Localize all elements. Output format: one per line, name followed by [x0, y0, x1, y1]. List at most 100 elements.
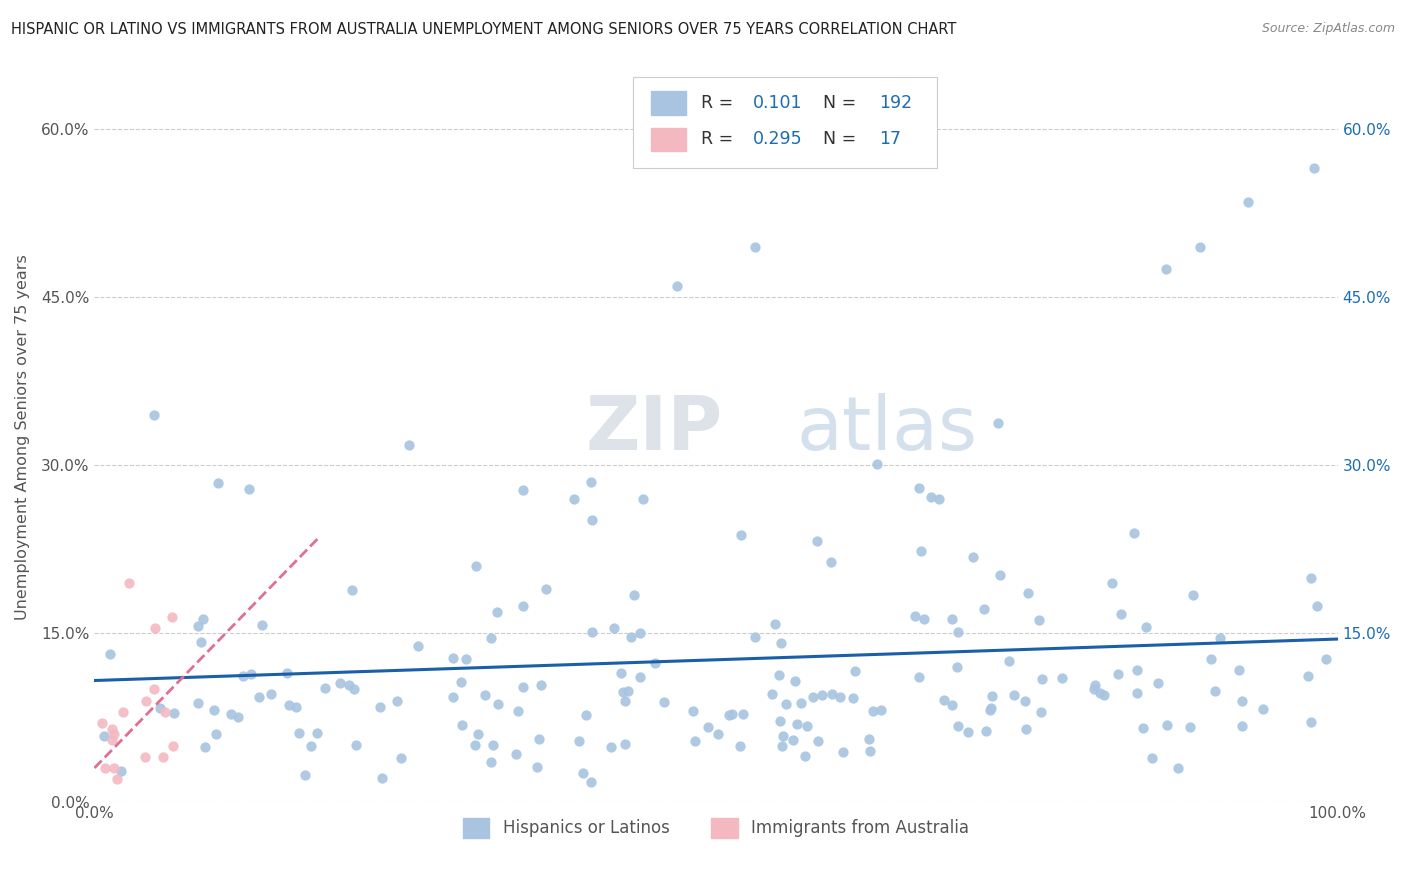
- Point: [98, 647, 121, 661]
- Point: [600, 740, 623, 755]
- Point: [631, 491, 654, 506]
- Point: [579, 475, 602, 489]
- Point: [612, 684, 634, 698]
- Point: [575, 707, 598, 722]
- Point: [343, 682, 366, 697]
- Point: [1101, 575, 1123, 590]
- Point: [806, 533, 828, 548]
- Point: [194, 740, 217, 755]
- Point: [665, 279, 688, 293]
- Point: [1122, 526, 1144, 541]
- Point: [998, 654, 1021, 668]
- Point: [101, 733, 124, 747]
- Point: [342, 583, 364, 598]
- Point: [581, 513, 603, 527]
- Point: [828, 690, 851, 704]
- Point: [1125, 686, 1147, 700]
- Point: [226, 709, 249, 723]
- Point: [486, 697, 509, 711]
- Point: [904, 609, 927, 624]
- Point: [1209, 631, 1232, 645]
- Point: [562, 491, 585, 506]
- Point: [299, 739, 322, 754]
- Point: [368, 699, 391, 714]
- Point: [344, 738, 367, 752]
- Point: [770, 739, 793, 753]
- Point: [105, 772, 128, 786]
- Point: [941, 698, 963, 713]
- Point: [512, 483, 534, 497]
- Point: [467, 727, 489, 741]
- Point: [974, 724, 997, 739]
- Point: [152, 749, 174, 764]
- Point: [187, 696, 209, 710]
- Point: [1147, 676, 1170, 690]
- Point: [482, 739, 505, 753]
- Text: 0.295: 0.295: [754, 130, 803, 148]
- Point: [370, 771, 392, 785]
- Point: [717, 708, 740, 723]
- Point: [1156, 262, 1178, 277]
- Point: [858, 731, 880, 746]
- Point: [572, 766, 595, 780]
- Point: [202, 703, 225, 717]
- Point: [697, 720, 720, 734]
- Point: [1088, 685, 1111, 699]
- Point: [973, 602, 995, 616]
- Point: [866, 457, 889, 471]
- Point: [946, 719, 969, 733]
- Point: [946, 625, 969, 640]
- Point: [485, 605, 508, 619]
- Point: [728, 739, 751, 753]
- Point: [1050, 671, 1073, 685]
- Point: [240, 667, 263, 681]
- Point: [807, 733, 830, 747]
- Point: [782, 732, 804, 747]
- Point: [1301, 714, 1323, 729]
- Point: [314, 681, 336, 695]
- Point: [1167, 761, 1189, 775]
- Point: [143, 621, 166, 635]
- Point: [862, 704, 884, 718]
- Point: [187, 619, 209, 633]
- Point: [1017, 586, 1039, 600]
- Point: [844, 664, 866, 678]
- Point: [190, 634, 212, 648]
- Point: [1142, 751, 1164, 765]
- Point: [204, 727, 226, 741]
- Point: [617, 684, 640, 698]
- Text: R =: R =: [702, 94, 740, 112]
- Bar: [651, 128, 686, 151]
- Legend: Hispanics or Latinos, Immigrants from Australia: Hispanics or Latinos, Immigrants from Au…: [456, 812, 976, 844]
- Point: [103, 761, 125, 775]
- FancyBboxPatch shape: [633, 77, 938, 168]
- Point: [821, 687, 844, 701]
- Point: [441, 690, 464, 705]
- Point: [527, 731, 550, 746]
- Point: [288, 726, 311, 740]
- Point: [162, 739, 184, 753]
- Point: [1135, 620, 1157, 634]
- Point: [329, 676, 352, 690]
- Point: [207, 475, 229, 490]
- Point: [744, 630, 766, 644]
- Text: N =: N =: [823, 94, 862, 112]
- Point: [1014, 693, 1036, 707]
- Point: [1236, 194, 1258, 209]
- Text: R =: R =: [702, 130, 740, 148]
- Point: [1028, 614, 1050, 628]
- Point: [1182, 588, 1205, 602]
- Point: [337, 678, 360, 692]
- Point: [512, 680, 534, 694]
- Point: [614, 738, 637, 752]
- Point: [870, 703, 893, 717]
- Point: [707, 727, 730, 741]
- Point: [820, 555, 842, 569]
- Point: [603, 621, 626, 635]
- Point: [451, 718, 474, 732]
- Point: [163, 706, 186, 721]
- Point: [91, 716, 114, 731]
- Point: [1199, 652, 1222, 666]
- Point: [841, 691, 863, 706]
- Point: [831, 746, 853, 760]
